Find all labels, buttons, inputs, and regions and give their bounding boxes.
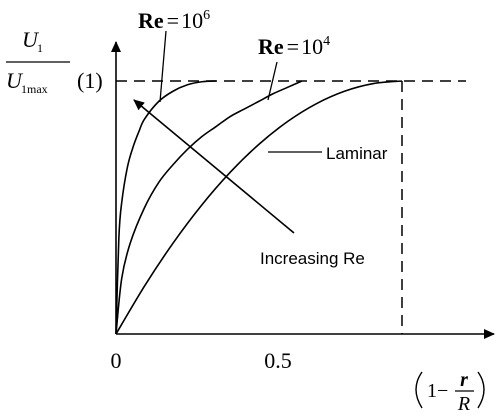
increasing-re-arrow xyxy=(133,99,295,234)
x-label-left-paren xyxy=(415,371,423,409)
y-label-denominator: U xyxy=(6,68,24,93)
y-axis-label: U 1 U 1max xyxy=(6,27,70,96)
y-reference-label: (1) xyxy=(77,68,103,93)
x-tick-label-0.5: 0.5 xyxy=(264,348,292,373)
series-line-laminar xyxy=(115,80,403,335)
annotation-increasing-re: Increasing Re xyxy=(260,249,365,268)
x-axis-label: 1− r R xyxy=(415,369,485,415)
leader-line-re-1e4 xyxy=(267,61,278,101)
y-label-denominator-subscript: 1max xyxy=(21,82,48,96)
y-label-numerator: U xyxy=(22,27,40,52)
series-label-laminar: Laminar xyxy=(326,144,388,163)
leader-line-re-1e6 xyxy=(159,30,167,103)
series-label-re-1e4: Re =104 xyxy=(258,34,330,59)
x-label-lead: 1− xyxy=(427,380,448,402)
series-label-re-1e6: Re =106 xyxy=(138,8,210,33)
x-tick-label-0: 0 xyxy=(111,348,122,373)
x-label-denominator: R xyxy=(457,393,470,415)
x-label-numerator: r xyxy=(460,369,468,391)
x-label-right-paren xyxy=(477,371,485,409)
series-line-re-1e6 xyxy=(115,80,217,335)
y-label-numerator-subscript: 1 xyxy=(37,41,43,55)
